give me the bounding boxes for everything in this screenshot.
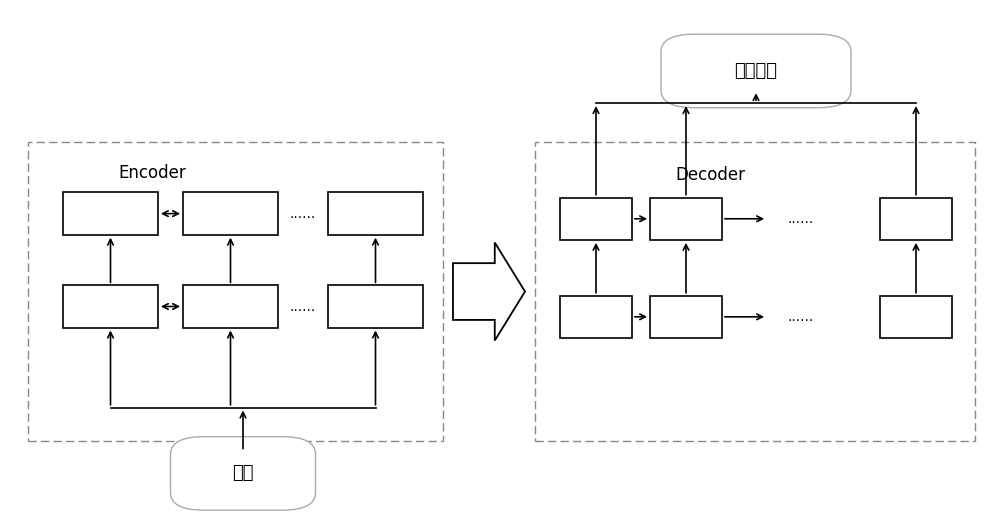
FancyBboxPatch shape	[328, 285, 423, 328]
FancyBboxPatch shape	[880, 296, 952, 338]
Text: Decoder: Decoder	[675, 167, 745, 184]
Text: ......: ......	[788, 212, 814, 226]
FancyBboxPatch shape	[880, 198, 952, 240]
FancyBboxPatch shape	[650, 296, 722, 338]
Text: 文本: 文本	[232, 464, 254, 482]
FancyBboxPatch shape	[63, 285, 158, 328]
Text: Encoder: Encoder	[118, 164, 186, 182]
FancyBboxPatch shape	[560, 198, 632, 240]
Text: ......: ......	[290, 299, 316, 314]
Text: 预设指令: 预设指令	[734, 62, 778, 80]
Text: ......: ......	[290, 206, 316, 221]
FancyBboxPatch shape	[63, 192, 158, 235]
FancyBboxPatch shape	[560, 296, 632, 338]
Text: ......: ......	[788, 310, 814, 324]
FancyBboxPatch shape	[170, 437, 316, 510]
FancyBboxPatch shape	[661, 34, 851, 108]
FancyBboxPatch shape	[183, 285, 278, 328]
FancyBboxPatch shape	[650, 198, 722, 240]
Polygon shape	[453, 243, 525, 341]
FancyBboxPatch shape	[183, 192, 278, 235]
FancyBboxPatch shape	[328, 192, 423, 235]
